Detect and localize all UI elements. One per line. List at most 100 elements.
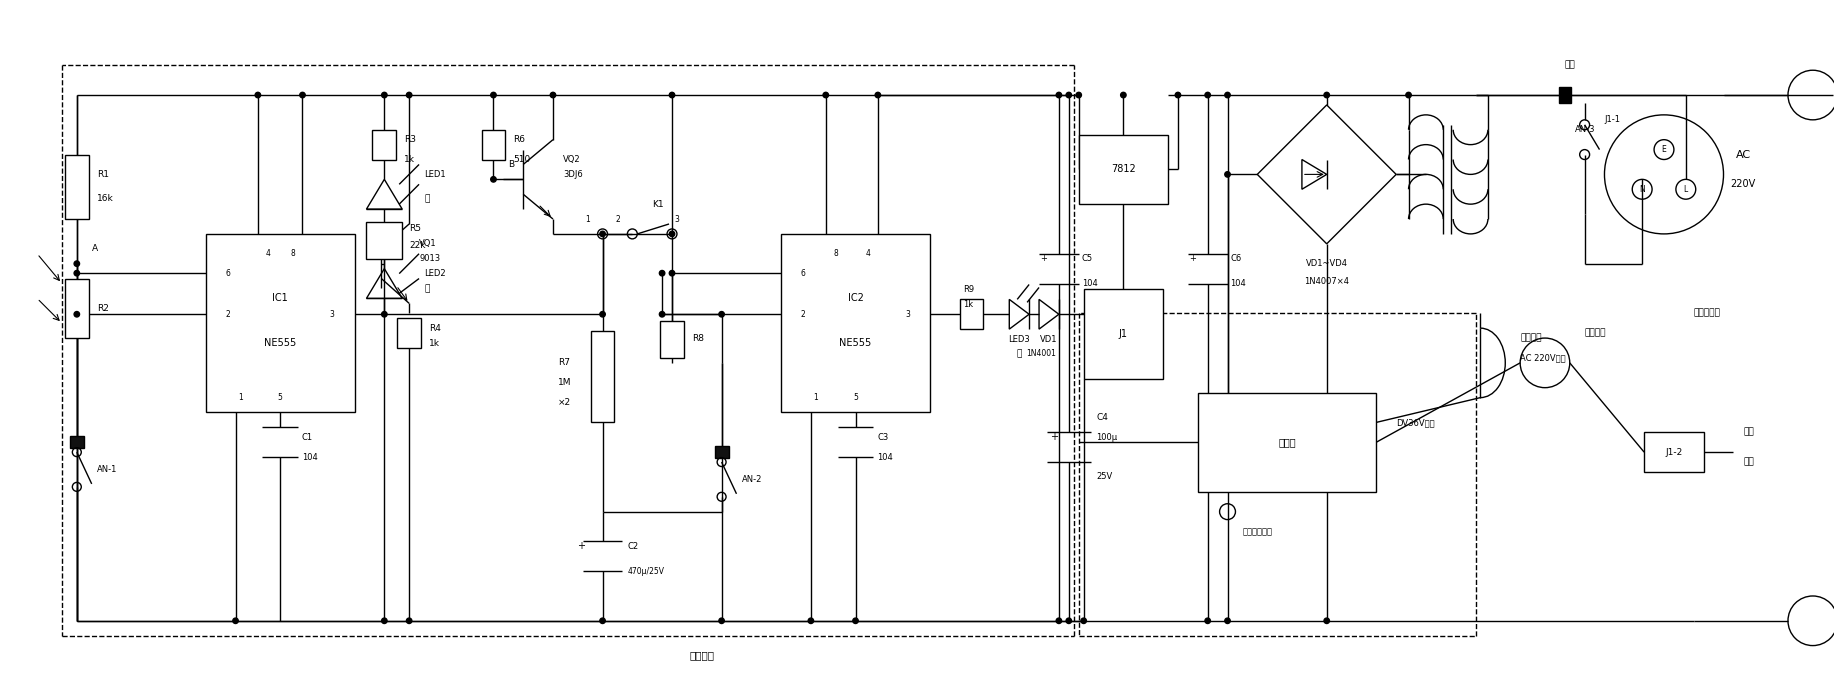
Text: 1: 1 [814,393,817,402]
Text: AN-1: AN-1 [98,465,118,474]
Text: AN-2: AN-2 [742,475,762,484]
Text: +: + [576,541,585,552]
Circle shape [659,312,665,317]
Text: 启动按钮: 启动按钮 [689,651,714,660]
Circle shape [808,618,814,624]
Circle shape [670,92,676,98]
Bar [372,130,396,159]
Bar [398,318,422,348]
Circle shape [718,312,724,317]
Text: AC: AC [1736,150,1751,159]
Circle shape [74,270,79,276]
Text: 4: 4 [865,249,871,258]
Circle shape [381,618,387,624]
Text: +: + [1189,254,1197,263]
Text: VD1: VD1 [1040,335,1059,344]
Circle shape [492,92,497,98]
Text: DV36V插头: DV36V插头 [1395,418,1434,427]
Bar [70,436,83,448]
Text: 25V: 25V [1257,473,1274,482]
Text: 104: 104 [1230,279,1246,288]
Circle shape [1075,92,1081,98]
Text: R1: R1 [98,170,109,179]
Text: +: + [1049,432,1059,442]
Text: J1-1: J1-1 [1605,115,1620,124]
Text: C6: C6 [1230,254,1241,263]
Text: 充电器指示灯: 充电器指示灯 [1243,527,1272,536]
Text: 1M: 1M [558,378,571,387]
Text: 2: 2 [801,310,806,319]
Bar [1559,87,1570,103]
Circle shape [1066,92,1071,98]
Text: R7: R7 [558,358,571,367]
Circle shape [659,270,665,276]
Text: 1k: 1k [429,338,440,347]
Text: R6: R6 [514,135,525,144]
Text: 100μ: 100μ [1097,432,1117,441]
Circle shape [1066,618,1071,624]
Text: 3: 3 [330,310,335,319]
Circle shape [550,92,556,98]
Text: K1: K1 [652,200,665,209]
Circle shape [852,618,858,624]
Text: 4: 4 [265,249,271,258]
Text: 原充电器: 原充电器 [1521,333,1541,342]
Text: C4: C4 [1097,413,1108,422]
Text: 16k: 16k [98,194,114,203]
Text: 火线: 火线 [1565,61,1576,70]
Text: 莲花插孔: 莲花插孔 [1585,328,1605,337]
Text: J1-2: J1-2 [1666,448,1683,457]
Circle shape [1057,92,1062,98]
Text: L: L [1685,185,1688,194]
Circle shape [407,618,412,624]
Bar [959,299,983,329]
Text: 1: 1 [585,215,591,224]
Circle shape [1324,618,1329,624]
Circle shape [1057,618,1062,624]
Text: VQ2: VQ2 [563,155,580,164]
Bar [64,155,88,219]
Text: 1N4001: 1N4001 [1025,349,1057,358]
Text: 1: 1 [237,393,243,402]
Text: 充电器: 充电器 [1278,437,1296,447]
Text: 104: 104 [1083,279,1097,288]
Text: 6: 6 [226,269,230,278]
Text: 9013: 9013 [420,254,440,263]
Text: A: A [92,245,98,253]
Text: R4: R4 [429,324,440,333]
Text: B: B [508,160,514,169]
Text: +: + [1210,432,1217,442]
Text: ×2: ×2 [558,398,571,407]
Text: J1: J1 [1119,329,1129,339]
Circle shape [874,92,880,98]
Text: 插头: 插头 [1743,457,1754,466]
Text: 510: 510 [514,155,530,164]
Circle shape [1224,618,1230,624]
Text: LED1: LED1 [423,170,446,179]
Text: AC 220V插头: AC 220V插头 [1521,353,1567,362]
Text: LED2: LED2 [423,269,446,278]
Circle shape [381,92,387,98]
Text: AN-3: AN-3 [1574,125,1594,134]
Text: 红: 红 [1016,349,1022,358]
Text: 1k: 1k [963,300,972,309]
Text: IC1: IC1 [272,293,287,304]
Text: 22k: 22k [409,241,425,250]
Text: 5: 5 [852,393,858,402]
Circle shape [1175,92,1180,98]
Circle shape [381,312,387,317]
Text: NE555: NE555 [839,338,871,348]
Text: R2: R2 [98,304,109,313]
Text: 104: 104 [302,453,318,462]
Text: 8: 8 [834,249,838,258]
Bar [1644,432,1703,472]
Circle shape [1121,92,1127,98]
Text: VD1~VD4: VD1~VD4 [1305,259,1348,268]
Bar [482,130,506,159]
Text: 1N4007×4: 1N4007×4 [1303,277,1349,286]
Bar [1198,393,1377,492]
Text: C5: C5 [1083,254,1094,263]
Circle shape [600,618,606,624]
Bar [64,279,88,338]
Text: 2: 2 [226,310,230,319]
